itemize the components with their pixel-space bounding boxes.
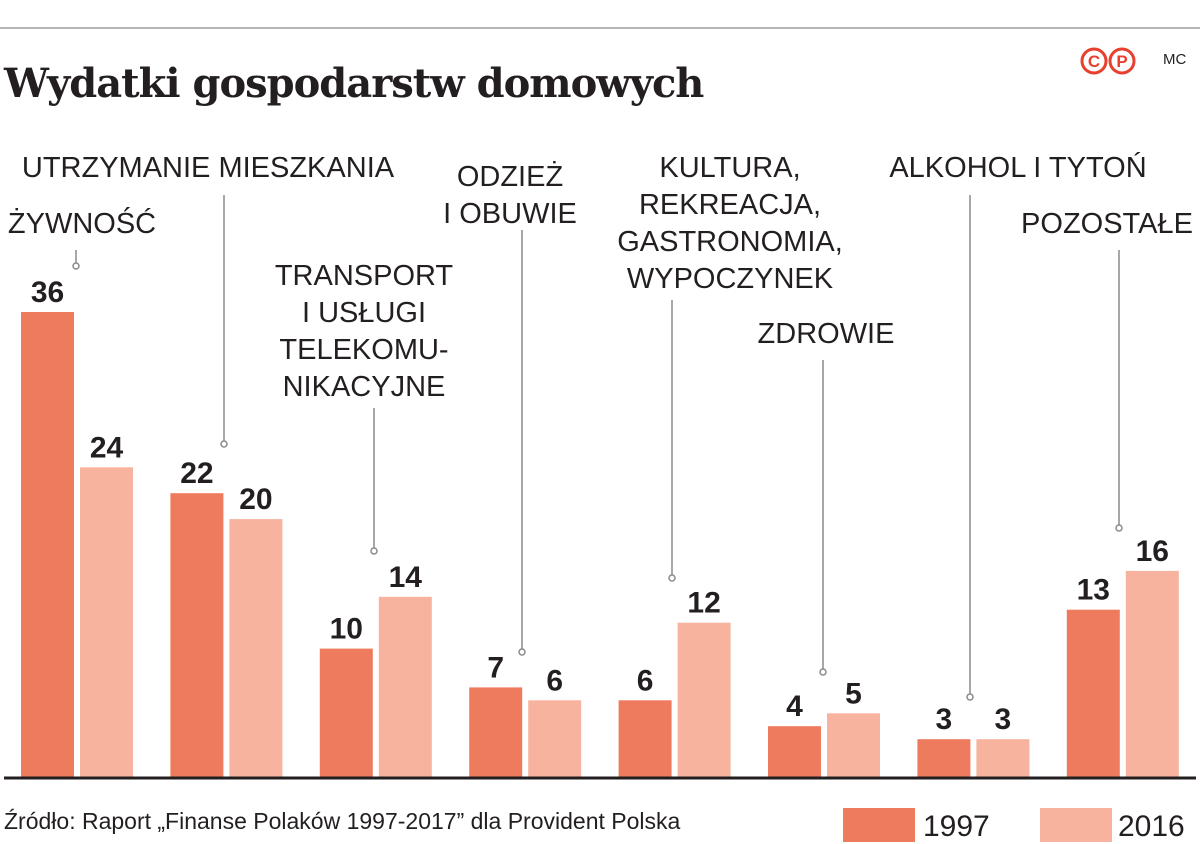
category-label-1-line-0: UTRZYMANIE MIESZKANIA: [22, 152, 395, 184]
category-label-3-line-1: I OBUWIE: [443, 198, 577, 230]
value-label-1997-4: 6: [637, 664, 654, 697]
bar-2016-7: [1125, 570, 1179, 778]
bar-2016-1: [229, 519, 283, 778]
category-label-0-line-0: ŻYWNOŚĆ: [8, 206, 156, 240]
category-label-2-line-2: TELEKOMU-: [279, 334, 448, 366]
logo-p-mark: P: [1108, 47, 1136, 75]
source-note: Źródło: Raport „Finanse Polaków 1997-201…: [4, 808, 681, 834]
top-rule: [0, 27, 1200, 29]
bar-2016-2: [378, 596, 432, 778]
value-label-2016-2: 14: [389, 561, 423, 594]
logo-c-mark: C: [1080, 47, 1108, 75]
category-label-2-line-3: NIKACYJNE: [283, 371, 446, 403]
value-label-1997-5: 4: [786, 690, 803, 723]
bar-1997-6: [917, 739, 971, 778]
legend-label-1997: 1997: [923, 810, 990, 843]
bar-1997-2: [319, 648, 373, 778]
category-label-6-line-0: ALKOHOL I TYTOŃ: [889, 151, 1146, 184]
bar-1997-3: [469, 687, 523, 778]
leader-dot-2: [370, 547, 378, 555]
value-label-1997-7: 13: [1077, 574, 1110, 607]
value-label-1997-2: 10: [330, 613, 363, 646]
category-label-4-line-0: KULTURA,: [659, 152, 800, 184]
value-label-2016-4: 12: [687, 587, 720, 620]
bar-2016-0: [80, 467, 133, 778]
category-label-3-line-0: ODZIEŻ: [457, 160, 563, 193]
bar-2016-5: [827, 713, 880, 778]
leader-dot-7: [1115, 524, 1123, 532]
category-label-7-line-0: POZOSTAŁE: [1021, 208, 1193, 240]
value-label-2016-6: 3: [995, 703, 1012, 736]
bars: [21, 312, 1179, 778]
bar-chart: 36 24 22 20 10 14 7 6 6 12 4 5 3 3 13 16 ŻYWNOŚĆ UTRZYMA…: [4, 151, 1196, 780]
value-label-1997-1: 22: [180, 457, 213, 490]
category-label-2-line-1: I USŁUGI: [302, 297, 426, 329]
bar-1997-1: [170, 493, 224, 778]
leader-dot-3: [518, 648, 526, 656]
category-label-2-line-0: TRANSPORT: [275, 260, 454, 292]
category-label-4-line-1: REKREACJA,: [639, 189, 821, 221]
value-label-1997-6: 3: [936, 703, 953, 736]
value-label-2016-0: 24: [90, 431, 124, 464]
legend-swatch-1997: [843, 808, 915, 842]
leader-dot-4: [668, 574, 676, 582]
bar-1997-4: [618, 700, 672, 778]
legend-swatch-2016: [1040, 808, 1112, 842]
bar-1997-7: [1066, 609, 1120, 778]
value-labels: 36 24 22 20 10 14 7 6 6 12 4 5 3 3 13 16: [31, 276, 1169, 736]
category-label-4-line-3: WYPOCZYNEK: [627, 263, 834, 295]
bar-2016-6: [976, 739, 1030, 778]
value-label-1997-0: 36: [31, 276, 64, 309]
leader-dot-0: [72, 262, 80, 270]
value-label-1997-3: 7: [487, 651, 504, 684]
author-initials: MC: [1163, 51, 1187, 68]
bar-2016-3: [528, 700, 582, 778]
category-labels: ŻYWNOŚĆ UTRZYMANIE MIESZKANIA TRANSPORT I U…: [8, 151, 1193, 403]
leader-dot-5: [819, 668, 827, 676]
logo-c-letter: C: [1088, 52, 1100, 71]
legend-label-2016: 2016: [1118, 810, 1185, 843]
category-label-4-line-2: GASTRONOMIA,: [617, 226, 843, 258]
bar-1997-0: [21, 312, 74, 778]
value-label-2016-5: 5: [845, 677, 862, 710]
logo-p-letter: P: [1116, 52, 1127, 71]
leader-dot-1: [220, 440, 228, 448]
category-label-5-line-0: ZDROWIE: [758, 318, 895, 350]
value-label-2016-7: 16: [1136, 535, 1169, 568]
bar-2016-4: [677, 622, 731, 778]
publisher-logo: C P: [1080, 47, 1136, 75]
value-label-2016-3: 6: [546, 664, 563, 697]
leader-lines: [72, 195, 1123, 701]
leader-dot-6: [966, 693, 974, 701]
bar-1997-5: [768, 726, 821, 778]
chart-title: Wydatki gospodarstw domowych: [4, 60, 704, 107]
value-label-2016-1: 20: [239, 483, 272, 516]
